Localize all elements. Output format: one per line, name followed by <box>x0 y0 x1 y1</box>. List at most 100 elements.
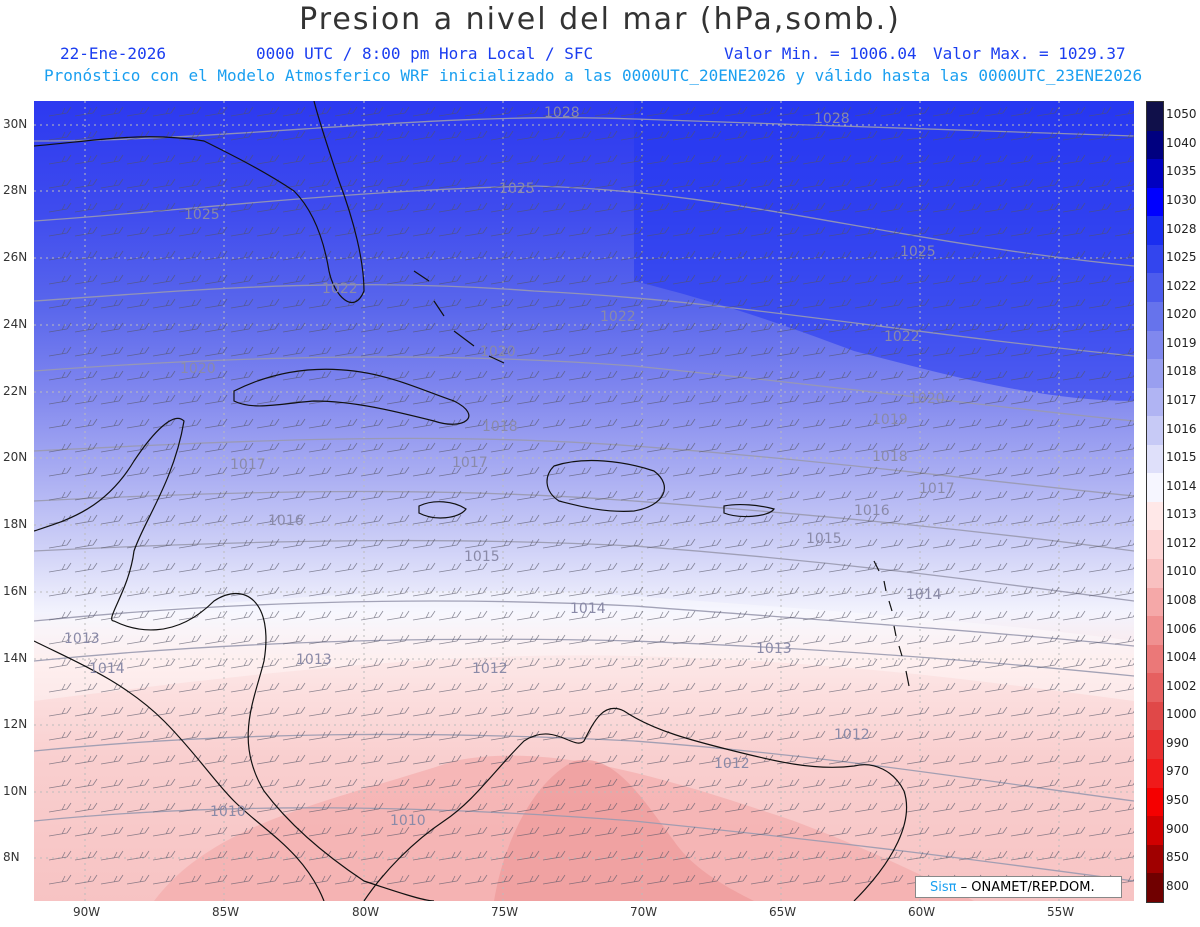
wind-barb <box>958 322 982 333</box>
wind-barb <box>1036 778 1060 789</box>
wind-barb <box>802 202 826 213</box>
wind-barb <box>386 754 410 765</box>
wind-barb <box>178 850 202 861</box>
wind-barb <box>854 754 878 765</box>
wind-barb <box>256 250 280 261</box>
wind-barb <box>802 514 826 525</box>
wind-barb <box>1036 538 1060 549</box>
wind-barb <box>74 706 98 717</box>
wind-barb <box>100 298 124 309</box>
wind-barb <box>672 106 696 117</box>
wind-barb <box>334 322 358 333</box>
wind-barb <box>984 778 1008 789</box>
wind-barb <box>74 442 98 453</box>
wind-barb <box>1036 418 1060 429</box>
wind-barb <box>230 442 254 453</box>
wind-barb <box>1036 106 1060 117</box>
wind-barb <box>230 514 254 525</box>
wind-barb <box>256 130 280 141</box>
wind-barb <box>360 130 384 141</box>
wind-barb <box>1036 346 1060 357</box>
wind-barb <box>672 370 696 381</box>
wind-barb <box>698 826 722 837</box>
wind-barb <box>1010 490 1034 501</box>
colorbar-swatch <box>1147 159 1163 188</box>
wind-barb <box>698 850 722 861</box>
wind-barb <box>490 418 514 429</box>
colorbar-label: 1012 <box>1166 535 1197 550</box>
wind-barb <box>412 322 436 333</box>
wind-barb <box>1114 731 1134 741</box>
pressure-map[interactable]: 1028 1028 1025 1025 1025 1022 1022 1022 … <box>34 101 1134 901</box>
wind-barb <box>204 682 228 693</box>
wind-barb <box>256 562 280 573</box>
wind-barb <box>1062 466 1086 477</box>
wind-barb <box>126 778 150 789</box>
wind-barb <box>724 634 748 645</box>
wind-barb <box>932 394 956 405</box>
wind-barb <box>1010 586 1034 597</box>
wind-barb <box>412 394 436 405</box>
wind-barb <box>100 442 124 453</box>
wind-barb <box>386 562 410 573</box>
wind-barb <box>1010 346 1034 357</box>
wind-barb <box>204 106 228 117</box>
wind-barb <box>750 250 774 261</box>
wind-barb <box>1036 610 1060 621</box>
wind-barb <box>152 610 176 621</box>
wind-barb <box>646 634 670 645</box>
wind-barb <box>854 562 878 573</box>
wind-barb <box>828 178 852 189</box>
wind-barb <box>620 394 644 405</box>
wind-barb <box>516 322 540 333</box>
wind-barb <box>1010 754 1034 765</box>
wind-barb <box>542 322 566 333</box>
lat-label: 28N <box>3 183 28 197</box>
wind-barb <box>958 586 982 597</box>
wind-barb <box>178 466 202 477</box>
wind-barb <box>984 298 1008 309</box>
wind-barb <box>1010 370 1034 381</box>
wind-barb <box>308 514 332 525</box>
wind-barb <box>594 802 618 813</box>
colorbar-label: 1040 <box>1166 135 1197 150</box>
wind-barb <box>880 874 904 885</box>
wind-barb <box>828 634 852 645</box>
wind-barb <box>932 586 956 597</box>
wind-barb <box>360 346 384 357</box>
wind-barb <box>1114 779 1134 789</box>
wind-barb <box>256 754 280 765</box>
wind-barb <box>126 730 150 741</box>
wind-barb <box>126 106 150 117</box>
wind-barb <box>360 418 384 429</box>
wind-barb <box>1088 634 1112 645</box>
wind-barb <box>542 250 566 261</box>
wind-barb <box>646 826 670 837</box>
wind-barb <box>386 130 410 141</box>
wind-barb <box>152 226 176 237</box>
wind-barb <box>360 538 384 549</box>
wind-barb <box>620 442 644 453</box>
wind-barb <box>646 130 670 141</box>
wind-barb <box>568 394 592 405</box>
wind-barb <box>230 418 254 429</box>
wind-barb <box>386 418 410 429</box>
wind-barb <box>438 202 462 213</box>
wind-barb <box>828 322 852 333</box>
wind-barb <box>178 778 202 789</box>
wind-barb <box>48 274 72 285</box>
wind-barb <box>412 154 436 165</box>
colorbar-swatch <box>1147 787 1163 817</box>
isobar-label: 1028 <box>544 105 580 121</box>
low-pressure-core <box>494 759 754 901</box>
wind-barb <box>724 706 748 717</box>
wind-barb <box>412 298 436 309</box>
wind-barb <box>568 778 592 789</box>
wind-barb <box>594 442 618 453</box>
wind-barb <box>516 874 540 885</box>
wind-barb <box>594 514 618 525</box>
wind-barb <box>958 562 982 573</box>
wind-barb <box>256 466 280 477</box>
wind-barb <box>282 874 306 885</box>
colorbar-label: 1050 <box>1166 107 1197 122</box>
